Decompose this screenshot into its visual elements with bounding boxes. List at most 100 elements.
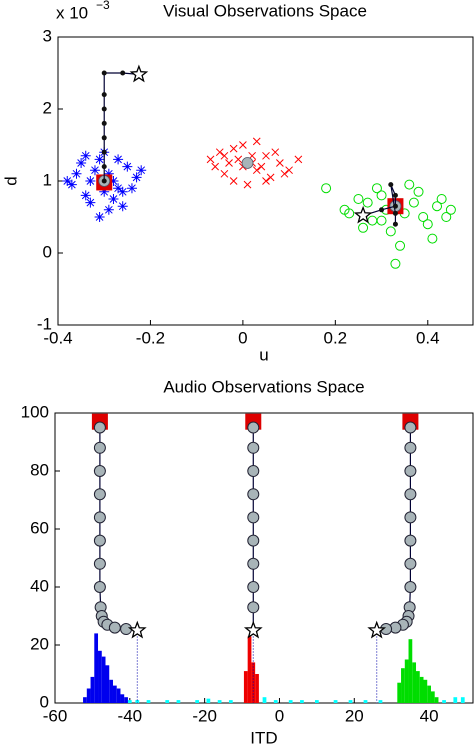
trajectory-point (247, 488, 260, 501)
bar (94, 633, 99, 703)
bar (109, 679, 113, 703)
point (220, 151, 229, 160)
y-multiplier-exp: −3 (96, 0, 110, 12)
point (367, 215, 378, 226)
bar (195, 700, 200, 703)
bar (401, 668, 405, 703)
point (362, 197, 373, 208)
bar (363, 700, 368, 703)
point (418, 212, 429, 222)
y-tick-label: -1 (37, 314, 52, 333)
trajectory-point (392, 192, 398, 198)
trajectory-point (101, 106, 107, 112)
y-tick-label: 100 (21, 402, 49, 421)
y-tick-label: 2 (43, 98, 52, 117)
trajectory-point (247, 601, 260, 614)
point (422, 219, 433, 230)
trajectory-point (247, 557, 260, 570)
chart-title: Visual Observations Space (163, 1, 367, 20)
point (252, 166, 261, 175)
trajectory-point (247, 465, 260, 477)
trajectory-point (404, 534, 417, 547)
point (122, 161, 133, 172)
trajectory-point (101, 92, 107, 98)
point (85, 176, 96, 186)
y-multiplier: x 10 (56, 3, 88, 22)
trajectory-point (392, 210, 398, 216)
trajectory-point (120, 623, 133, 636)
bar (416, 671, 420, 703)
bar (83, 697, 87, 703)
x-tick-label: -60 (43, 706, 68, 725)
point (353, 194, 364, 204)
point (376, 190, 387, 201)
trajectory-point (247, 511, 260, 524)
y-tick-label: 60 (30, 518, 49, 537)
point (408, 197, 419, 208)
point (427, 233, 438, 244)
trajectory-point (101, 70, 107, 76)
point (243, 180, 252, 189)
end-star (243, 620, 263, 639)
point (395, 240, 406, 251)
y-tick-label: 20 (30, 634, 49, 653)
x-tick-label: 0.2 (324, 328, 348, 347)
point (262, 177, 270, 185)
trajectory-point (93, 557, 106, 570)
bar (98, 650, 102, 703)
bar (228, 700, 233, 703)
trajectory-line (103, 72, 139, 181)
y-tick-label: 1 (43, 170, 52, 189)
point (108, 176, 119, 186)
bar (273, 700, 278, 703)
trajectory-point (93, 465, 106, 477)
x-tick-label: 20 (345, 706, 364, 725)
bar (176, 700, 181, 703)
point (294, 155, 303, 164)
trajectory-point (247, 581, 260, 593)
point (229, 144, 238, 153)
trajectory-point (404, 581, 417, 593)
point (99, 186, 110, 197)
point (62, 176, 73, 186)
point (94, 154, 105, 165)
bar (101, 656, 106, 703)
bar (442, 700, 446, 703)
x-axis-label: u (259, 345, 268, 364)
bar (348, 700, 353, 703)
end-star (367, 620, 387, 639)
point (103, 204, 114, 215)
point (385, 226, 396, 237)
bar (434, 697, 439, 703)
trajectory-point (101, 164, 107, 170)
trajectory-point (404, 441, 417, 454)
bar (412, 662, 417, 703)
trajectory-point (247, 421, 260, 434)
chart-title: Audio Observations Space (163, 377, 364, 396)
point (280, 169, 289, 178)
trajectory-point (108, 621, 121, 634)
trajectory-point (404, 421, 417, 434)
trajectory-line (376, 427, 412, 632)
point (285, 166, 293, 175)
point (266, 173, 275, 182)
x-tick-label: 0 (275, 706, 284, 725)
bar (262, 697, 267, 703)
bar (146, 700, 151, 703)
trajectory-point (404, 511, 417, 524)
point (126, 183, 137, 194)
plot-area (57, 36, 474, 326)
point (71, 168, 82, 179)
point (113, 154, 124, 165)
point (257, 162, 266, 171)
point (215, 148, 224, 157)
y-tick-label: 40 (30, 576, 49, 595)
bar (315, 700, 319, 703)
bar (206, 698, 211, 703)
bar (116, 688, 121, 703)
x-tick-label: 0 (238, 328, 247, 347)
point (108, 194, 119, 204)
bar (378, 700, 383, 703)
bar (300, 700, 304, 703)
point (432, 201, 443, 212)
